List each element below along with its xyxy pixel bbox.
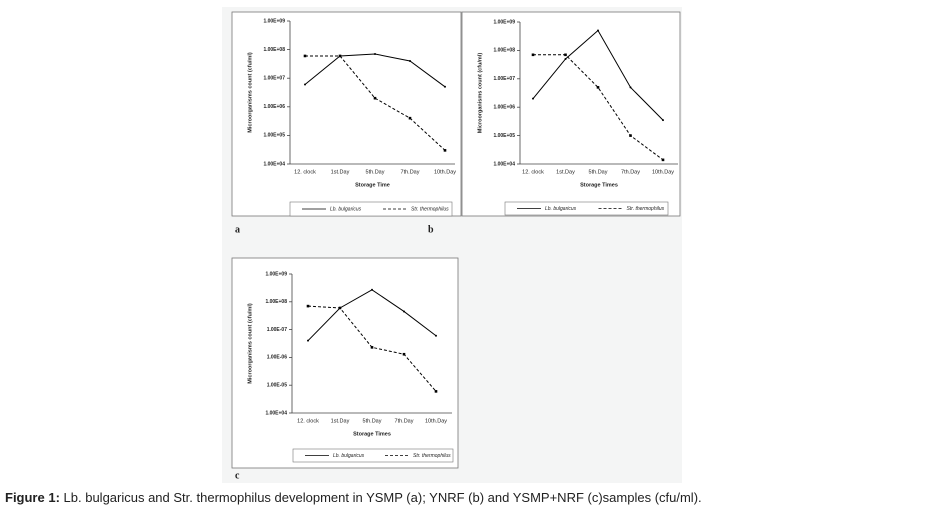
legend-label: Str. thermophilus — [411, 206, 449, 212]
x-tick-label: 1st.Day — [556, 169, 575, 175]
chart-frame — [461, 11, 681, 217]
chart-frame — [231, 257, 459, 469]
x-tick-label: 7th.Day — [621, 169, 640, 175]
point — [370, 346, 374, 349]
point — [435, 334, 437, 337]
y-tick-label: 1.00E-05 — [267, 383, 288, 389]
panel-label: b — [428, 224, 434, 235]
caption-text: Lb. bulgaricus and Str. thermophilus dev… — [63, 490, 702, 505]
x-axis-label: Storage Time — [355, 182, 390, 188]
point — [629, 134, 632, 137]
x-tick-label: 12. clock — [297, 418, 319, 424]
x-tick-label: 1st.Day — [331, 169, 350, 175]
panel-label: a — [235, 224, 240, 235]
x-tick-label: 5th.Day — [363, 418, 382, 424]
y-axis-label: Microorganisms count (cfu/ml) — [477, 53, 483, 134]
legend-label: Lb. bulgaricus — [545, 206, 577, 212]
point — [338, 54, 342, 58]
legend-label: Lb. bulgaricus — [330, 206, 362, 212]
x-tick-label: 12. clock — [294, 169, 316, 175]
point — [374, 53, 376, 56]
y-tick-label: 1.00E+08 — [263, 47, 285, 53]
x-tick-label: 10th.Day — [434, 169, 456, 175]
figure: 1.00E+04 1.00E+05 1.00E+06 1.00E+07 1.00E+08… — [222, 7, 682, 483]
point — [409, 59, 411, 62]
point — [662, 119, 664, 122]
y-tick-label: 1.00E+04 — [265, 410, 287, 416]
y-tick-label: 1.00E+08 — [493, 48, 515, 54]
y-tick-label: 1.00E+06 — [493, 105, 515, 111]
x-tick-label: 10th.Day — [652, 169, 674, 175]
x-tick-label: 7th.Day — [395, 418, 414, 424]
legend-label: Str. thermophilus — [627, 206, 665, 212]
point — [531, 53, 535, 57]
chart-frame — [231, 11, 462, 217]
point — [661, 158, 665, 162]
y-tick-label: 1.00E+05 — [263, 133, 285, 139]
x-axis-label: Storage Times — [353, 431, 391, 437]
y-tick-label: 1.00E+09 — [263, 18, 285, 24]
point — [408, 116, 412, 120]
point — [434, 390, 438, 393]
point — [564, 53, 567, 57]
y-tick-label: 1.00E+09 — [265, 271, 287, 277]
y-tick-label: 1.00E+04 — [263, 161, 285, 167]
point — [338, 306, 342, 310]
point — [443, 149, 447, 152]
y-tick-label: 1.00E+07 — [263, 76, 285, 82]
y-axis-label: Microorganisms count (cfu/ml) — [247, 303, 253, 384]
point — [532, 97, 534, 100]
point — [303, 54, 307, 58]
legend-label: Str. thermophilus — [413, 453, 451, 459]
legend-box — [504, 201, 669, 216]
x-tick-label: 7th.Day — [401, 169, 420, 175]
legend-box — [289, 201, 453, 217]
y-tick-label: 1.00E+08 — [265, 299, 287, 305]
point — [306, 304, 310, 308]
x-tick-label: 5th.Day — [366, 169, 385, 175]
point — [444, 85, 446, 88]
series-line — [305, 55, 446, 151]
point — [307, 339, 309, 342]
point — [403, 310, 405, 313]
point — [373, 96, 377, 100]
x-tick-label: 10th.Day — [425, 418, 447, 424]
y-tick-label: 1.00E+05 — [493, 133, 515, 139]
x-axis-label: Storage Times — [580, 182, 618, 188]
y-tick-label: 1.00E+07 — [493, 76, 515, 82]
caption: Figure 1: Lb. bulgaricus and Str. thermo… — [5, 490, 702, 505]
y-axis-label: Microorganisms count (cfu/ml) — [247, 52, 253, 133]
point — [629, 86, 632, 89]
legend-label: Lb. bulgaricus — [333, 453, 365, 459]
point — [596, 86, 600, 89]
point — [371, 288, 373, 291]
x-tick-label: 5th.Day — [589, 169, 608, 175]
y-tick-label: 1.00E+04 — [493, 161, 515, 167]
y-tick-label: 1.00E-07 — [267, 327, 288, 333]
point — [304, 83, 306, 86]
point — [564, 57, 567, 60]
caption-label: Figure 1: — [5, 490, 60, 505]
series-line — [533, 54, 664, 161]
legend-box — [292, 448, 454, 463]
point — [597, 29, 599, 32]
x-tick-label: 12. clock — [522, 169, 544, 175]
y-tick-label: 1.00E-06 — [267, 355, 288, 361]
y-tick-label: 1.00E+06 — [263, 104, 285, 110]
panel-label: c — [235, 470, 240, 481]
y-tick-label: 1.00E+09 — [493, 19, 515, 25]
x-tick-label: 1st.Day — [331, 418, 350, 424]
point — [402, 352, 406, 356]
